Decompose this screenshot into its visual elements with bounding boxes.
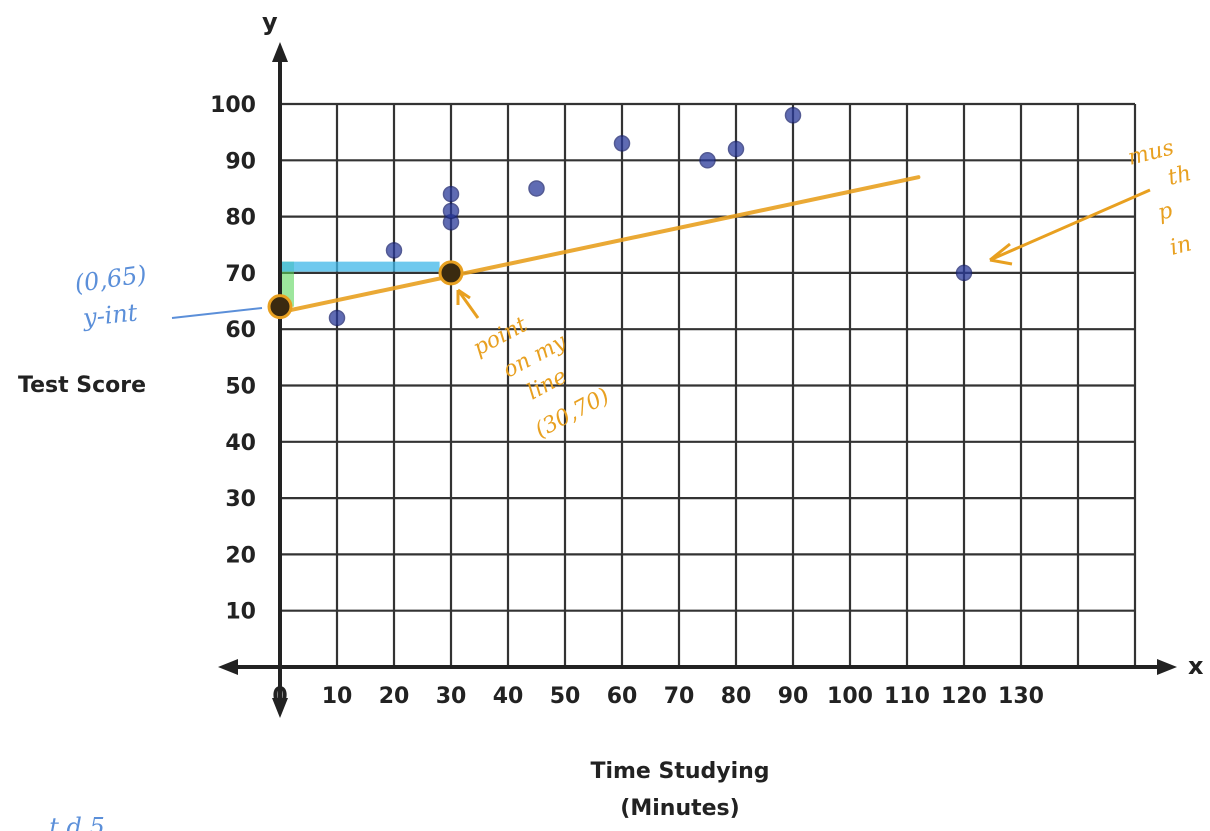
highlighted-points xyxy=(267,260,464,320)
y-tick-label: 60 xyxy=(225,318,256,343)
y-tick-label: 10 xyxy=(225,600,256,625)
outlier-note-line-4: in xyxy=(1167,231,1194,260)
x-axis-arrow-left xyxy=(218,659,238,675)
x-tick-labels: 0 10 20 30 40 50 60 70 80 90 100 110 120 130 xyxy=(272,684,1044,709)
data-point xyxy=(442,185,460,203)
x-tick-label: 30 xyxy=(436,684,467,709)
outlier-note-arrow xyxy=(989,188,1151,266)
y-tick-label: 90 xyxy=(225,149,256,174)
y-tick-label: 50 xyxy=(225,375,256,400)
data-point xyxy=(784,107,802,124)
y-tick-labels: 10 20 30 40 50 60 70 80 90 100 xyxy=(210,93,256,625)
outlier-note-line-2: th xyxy=(1165,161,1193,191)
y-tick-label: 20 xyxy=(225,543,256,568)
x-tick-label: 0 xyxy=(272,684,287,709)
data-points xyxy=(328,107,973,327)
y-tick-label: 70 xyxy=(225,262,256,287)
highlighted-point xyxy=(267,294,293,320)
data-point xyxy=(328,309,346,327)
y-tick-label: 40 xyxy=(225,431,256,456)
outlier-note-line-3: p xyxy=(1155,198,1175,226)
x-tick-label: 80 xyxy=(721,684,752,709)
point-note-arrow xyxy=(456,288,480,319)
x-tick-label: 90 xyxy=(778,684,809,709)
x-tick-label: 130 xyxy=(998,684,1044,709)
y-intercept-label-note: y-int xyxy=(81,298,139,332)
data-point xyxy=(699,152,716,169)
x-tick-label: 20 xyxy=(379,684,410,709)
x-tick-label: 110 xyxy=(884,684,930,709)
x-tick-label: 70 xyxy=(664,684,695,709)
axes xyxy=(218,42,1177,718)
x-tick-label: 60 xyxy=(607,684,638,709)
trend-line xyxy=(278,175,921,315)
x-tick-label: 10 xyxy=(322,684,353,709)
y-axis-letter: y xyxy=(262,8,278,36)
stray-handwriting: ..t.d.5 xyxy=(34,813,105,831)
y-axis-arrow-up xyxy=(272,42,288,62)
data-point xyxy=(613,135,631,152)
y-tick-label: 80 xyxy=(225,206,256,231)
data-point xyxy=(955,264,973,282)
x-tick-label: 100 xyxy=(827,684,873,709)
y-axis-arrow-down xyxy=(272,698,288,718)
y-intercept-coords-note: (0,65) xyxy=(73,260,148,298)
data-point xyxy=(727,140,745,158)
highlighted-point xyxy=(438,260,464,286)
y-axis-title: Test Score xyxy=(18,373,146,398)
y-tick-label: 30 xyxy=(225,487,256,512)
x-tick-label: 50 xyxy=(550,684,581,709)
trend-line-group xyxy=(278,175,921,315)
run-highlight xyxy=(280,261,440,272)
data-point xyxy=(442,202,460,220)
x-axis-title: Time Studying xyxy=(590,759,769,784)
x-axis-letter: x xyxy=(1188,652,1204,680)
y-intercept-pointer xyxy=(171,307,263,319)
y-tick-label: 100 xyxy=(210,93,256,118)
grid-lines xyxy=(280,102,1137,667)
data-point xyxy=(528,180,545,197)
x-axis-title-units: (Minutes) xyxy=(620,796,739,821)
x-tick-label: 40 xyxy=(493,684,524,709)
x-axis-arrow-right xyxy=(1157,659,1177,675)
data-point xyxy=(385,242,403,259)
x-tick-label: 120 xyxy=(941,684,987,709)
